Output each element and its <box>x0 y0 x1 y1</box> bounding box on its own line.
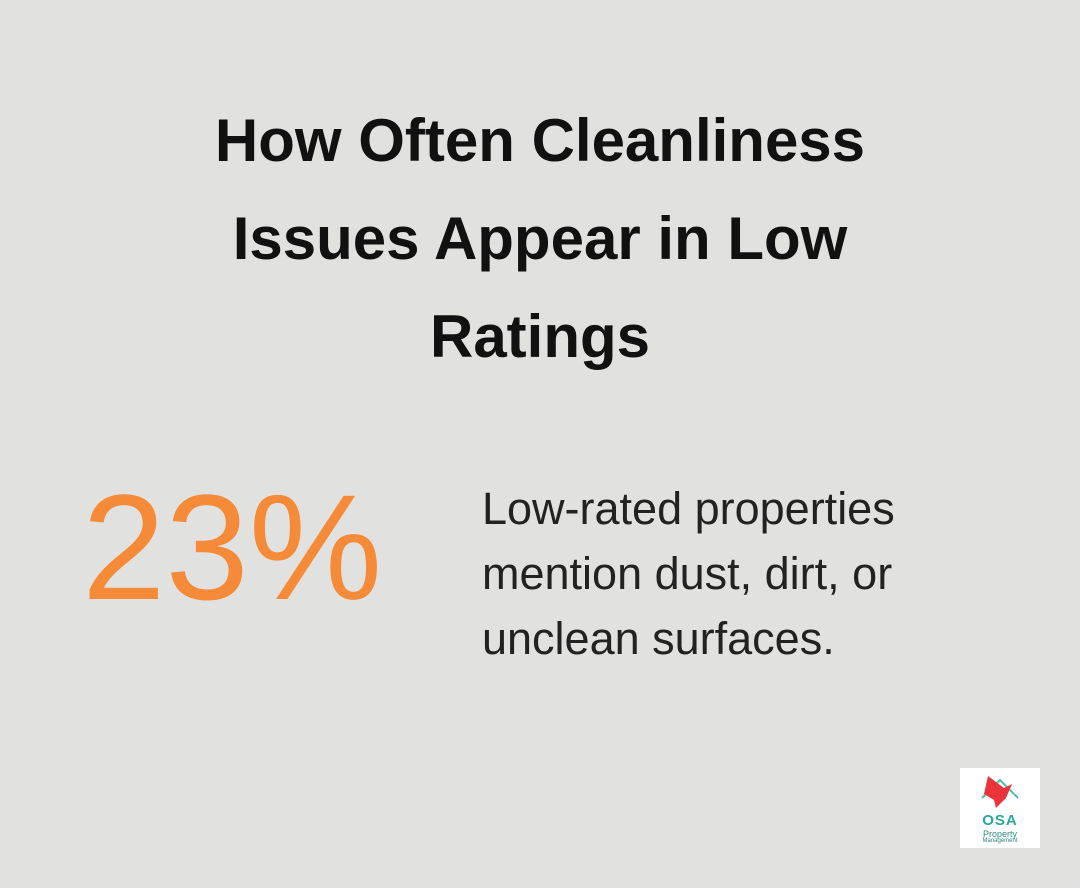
stat-value: 23% <box>82 463 383 631</box>
logo: OSA Property Management <box>960 768 1040 848</box>
stat-description: Low-rated properties mention dust, dirt,… <box>482 483 895 664</box>
title: How Often Cleanliness Issues Appear in L… <box>214 107 866 370</box>
logo-bird <box>984 776 1012 808</box>
logo-line: Property <box>982 829 1017 839</box>
logo-name: OSA <box>982 812 1018 829</box>
logo-line: Management <box>982 838 1018 844</box>
logo-icon <box>981 776 1019 808</box>
